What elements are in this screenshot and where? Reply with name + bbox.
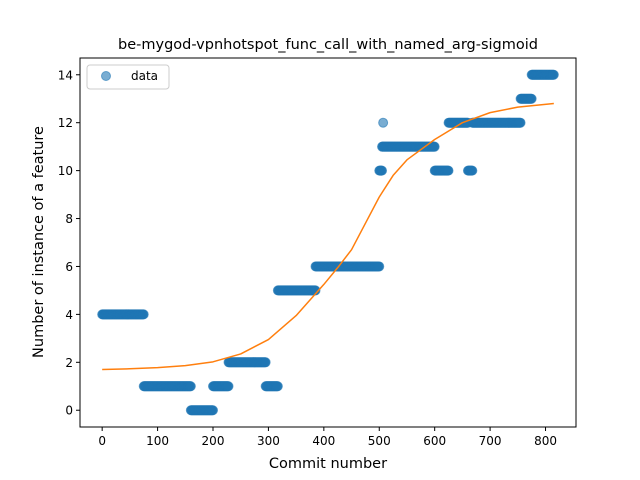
x-tick-label: 300 [257, 434, 280, 448]
chart-title: be-mygod-vpnhotspot_func_call_with_named… [118, 37, 538, 53]
data-point [467, 165, 478, 176]
x-tick-label: 200 [202, 434, 225, 448]
data-point [377, 165, 388, 176]
data-point [260, 357, 271, 368]
y-tick-label: 4 [65, 308, 73, 322]
x-tick-label: 400 [312, 434, 335, 448]
y-tick-label: 10 [58, 164, 73, 178]
data-point [374, 261, 385, 272]
data-point [138, 309, 149, 320]
data-point [185, 381, 196, 392]
x-tick-label: 700 [479, 434, 502, 448]
legend: data [86, 64, 170, 90]
y-tick-label: 14 [58, 68, 73, 82]
legend-box [86, 64, 170, 90]
y-tick-label: 12 [58, 116, 73, 130]
fit-curve-line [102, 102, 554, 371]
data-point [378, 117, 389, 128]
data-point [223, 381, 234, 392]
x-tick-label: 600 [423, 434, 446, 448]
y-axis-label: Number of instance of a feature [31, 126, 47, 358]
data-point [208, 405, 219, 416]
plot-frame [79, 57, 577, 428]
data-point [310, 285, 321, 296]
y-tick-label: 2 [65, 356, 73, 370]
x-tick-label: 0 [98, 434, 106, 448]
y-tick-label: 6 [65, 260, 73, 274]
x-tick-label: 800 [534, 434, 557, 448]
data-point [515, 117, 526, 128]
legend-marker-data [101, 71, 111, 81]
data-point [526, 93, 537, 104]
x-tick-label: 500 [368, 434, 391, 448]
x-tick-label: 100 [146, 434, 169, 448]
axes: 0 100 200 300 400 500 600 700 800 0 2 4 6 8 10 12 14 [58, 68, 557, 448]
y-tick-label: 0 [65, 404, 73, 418]
data-point [443, 165, 454, 176]
data-point [429, 141, 440, 152]
y-tick-label: 8 [65, 212, 73, 226]
legend-label-data: data [131, 69, 158, 83]
data-point [548, 69, 559, 80]
data-point [272, 381, 283, 392]
plot-area [97, 69, 559, 416]
x-axis-label: Commit number [269, 456, 387, 472]
